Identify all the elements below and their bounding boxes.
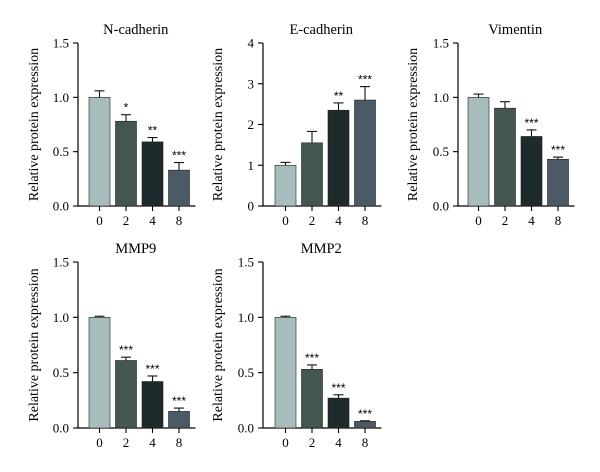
x-tick-label: 2 <box>123 213 130 228</box>
y-tick-label: 0.5 <box>238 365 254 380</box>
x-tick-label: 0 <box>282 435 289 450</box>
bar-8 <box>547 158 569 207</box>
y-tick-label: 0.5 <box>53 365 69 380</box>
panel-title: E-cadherin <box>289 22 353 38</box>
x-tick-label: 8 <box>362 435 369 450</box>
y-tick-label: 1.0 <box>53 90 69 105</box>
significance-marker: *** <box>119 343 133 357</box>
bar-4 <box>327 109 350 207</box>
bar-0 <box>88 97 111 207</box>
y-axis-label: Relative protein expression <box>406 48 421 201</box>
panel-vimentin: Vimentin Relative protein expression 0.0 0.… <box>406 22 575 228</box>
x-tick-label: 2 <box>309 435 316 450</box>
panel-title: MMP2 <box>301 241 342 257</box>
y-tick-label: 4 <box>248 36 255 51</box>
bar-8 <box>354 421 376 429</box>
x-tick-label: 2 <box>502 213 509 228</box>
panel-title: MMP9 <box>115 241 156 257</box>
bar-2 <box>301 142 323 207</box>
y-tick-label: 1.5 <box>53 36 69 51</box>
panel-n-cadherin: N-cadherin Relative protein expression 0.0… <box>27 22 196 228</box>
panel-mmp2: MMP2 Relative protein expression 0.0 0.5 1.0… <box>211 241 382 450</box>
y-tick-label: 1 <box>248 158 255 173</box>
significance-marker: *** <box>358 73 372 87</box>
x-tick-label: 8 <box>362 213 369 228</box>
x-tick-label: 8 <box>176 435 183 450</box>
x-tick-label: 4 <box>149 213 156 228</box>
y-axis-label: Relative protein expression <box>211 268 226 421</box>
bar-0 <box>274 164 297 207</box>
bar-0 <box>274 317 297 429</box>
y-tick-label: 0.5 <box>53 144 69 159</box>
bar-2 <box>494 107 516 207</box>
panel-mmp9: MMP9 Relative protein expression 0.0 0.5 1.0… <box>27 241 196 450</box>
x-tick-label: 8 <box>176 213 183 228</box>
significance-marker: ** <box>334 89 344 103</box>
x-tick-label: 0 <box>96 213 103 228</box>
y-tick-label: 0.0 <box>238 421 254 436</box>
x-tick-label: 0 <box>96 435 103 450</box>
x-tick-label: 2 <box>309 213 316 228</box>
y-tick-label: 1.0 <box>433 90 449 105</box>
y-tick-label: 3 <box>248 76 255 91</box>
significance-marker: *** <box>358 407 372 421</box>
panel-title: N-cadherin <box>103 22 169 38</box>
significance-marker: *** <box>305 351 319 365</box>
bar-8 <box>168 169 190 207</box>
significance-marker: *** <box>331 381 345 395</box>
significance-marker: *** <box>145 362 159 376</box>
significance-marker: *** <box>172 149 186 163</box>
y-tick-label: 2 <box>248 117 255 132</box>
bar-8 <box>354 99 376 207</box>
y-tick-label: 1.5 <box>53 255 69 270</box>
y-tick-label: 1.0 <box>53 310 69 325</box>
y-tick-label: 0.0 <box>433 199 449 214</box>
y-tick-label: 0.0 <box>53 199 69 214</box>
bar-2 <box>115 120 137 207</box>
x-tick-label: 4 <box>149 435 156 450</box>
significance-marker: * <box>124 101 129 115</box>
significance-marker: *** <box>551 143 565 157</box>
x-tick-label: 0 <box>282 213 289 228</box>
y-tick-label: 0.5 <box>433 144 449 159</box>
bar-4 <box>327 397 350 429</box>
x-tick-label: 4 <box>335 213 342 228</box>
bar-2 <box>301 369 323 429</box>
y-axis-label: Relative protein expression <box>27 268 42 421</box>
y-tick-label: 0.0 <box>53 421 69 436</box>
x-tick-label: 8 <box>555 213 562 228</box>
y-tick-label: 0 <box>248 199 255 214</box>
x-tick-label: 0 <box>475 213 482 228</box>
x-tick-label: 4 <box>528 213 535 228</box>
x-tick-label: 2 <box>123 435 130 450</box>
bar-2 <box>115 360 137 429</box>
bar-4 <box>520 136 543 207</box>
panel-e-cadherin: E-cadherin Relative protein expression 0 1 2… <box>211 22 382 228</box>
bar-8 <box>168 411 190 429</box>
y-tick-label: 1.5 <box>433 36 449 51</box>
x-tick-label: 4 <box>335 435 342 450</box>
significance-marker: *** <box>524 116 538 130</box>
significance-marker: *** <box>172 394 186 408</box>
panel-title: Vimentin <box>488 22 543 38</box>
y-tick-label: 1.5 <box>238 255 254 270</box>
y-tick-label: 1.0 <box>238 310 254 325</box>
significance-marker: ** <box>148 124 158 138</box>
bar-4 <box>141 381 164 429</box>
bar-0 <box>88 317 111 429</box>
bar-0 <box>467 97 490 207</box>
y-axis-label: Relative protein expression <box>211 48 226 201</box>
y-axis-label: Relative protein expression <box>27 48 42 201</box>
bar-4 <box>141 141 164 207</box>
